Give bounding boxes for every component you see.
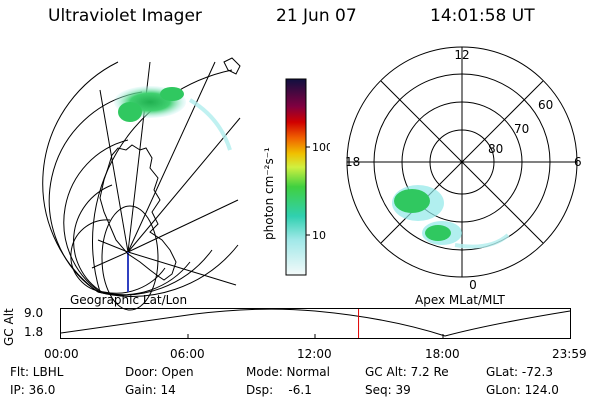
mlat-label-80: 80 (488, 142, 503, 156)
altitude-xtick: 18:00 (425, 347, 460, 361)
aurora-emission (394, 189, 430, 213)
aurora-emission (454, 233, 510, 249)
polar-plot: 12 18 6 0 60 70 80 (345, 46, 582, 290)
latitude-circles (42, 61, 239, 297)
aurora-emission (160, 87, 184, 101)
mode-info: Mode: Normal (246, 365, 330, 379)
altitude-xtick: 12:00 (297, 347, 332, 361)
altitude-xtick: 23:59 (552, 347, 587, 361)
gc-alt-info: GC Alt: 7.2 Re (365, 365, 449, 379)
mlt-label-6: 6 (574, 155, 582, 169)
geographic-label: Geographic Lat/Lon (70, 293, 188, 307)
altitude-plot (60, 308, 571, 339)
aurora-emission (118, 102, 142, 122)
mlat-label-60: 60 (538, 98, 553, 112)
altitude-ytick: 9.0 (24, 306, 44, 320)
door-info: Door: Open (125, 365, 194, 379)
mlt-label-0: 0 (469, 278, 477, 290)
colorbar-unit-label: photon cm⁻²s⁻¹ (262, 147, 276, 240)
coastline (99, 144, 177, 281)
altitude-xtick: 06:00 (170, 347, 205, 361)
mlt-label-18: 18 (345, 155, 360, 169)
mlat-label-70: 70 (514, 122, 529, 136)
colorbar-tick-label: 100 (312, 141, 330, 154)
altitude-ytick: 1.8 (24, 325, 44, 339)
colorbar-gradient (285, 78, 307, 276)
seq-info: Seq: 39 (365, 383, 411, 397)
header-date: 21 Jun 07 (276, 6, 357, 26)
altitude-ylabel: GC Alt (2, 308, 16, 346)
colorbar: 100 10 (285, 78, 330, 276)
mlt-label-12: 12 (454, 48, 469, 62)
altitude-curve (60, 308, 571, 337)
glon-info: GLon: 124.0 (486, 383, 559, 397)
ip-info: IP: 36.0 (10, 383, 56, 397)
gain-info: Gain: 14 (125, 383, 176, 397)
footprint-oval (101, 205, 159, 311)
header-time: 14:01:58 UT (430, 6, 535, 26)
altitude-xtick: 00:00 (44, 347, 79, 361)
coastline-island (223, 57, 241, 75)
colorbar-tick-label: 10 (312, 229, 326, 242)
dsp-info: Dsp: -6.1 (246, 383, 312, 397)
apex-label: Apex MLat/MLT (415, 293, 505, 307)
aurora-emission (425, 225, 451, 241)
aurora-emission (188, 98, 232, 151)
filter-info: Flt: LBHL (10, 365, 64, 379)
app-title: Ultraviolet Imager (48, 6, 202, 26)
glat-info: GLat: -72.3 (486, 365, 553, 379)
